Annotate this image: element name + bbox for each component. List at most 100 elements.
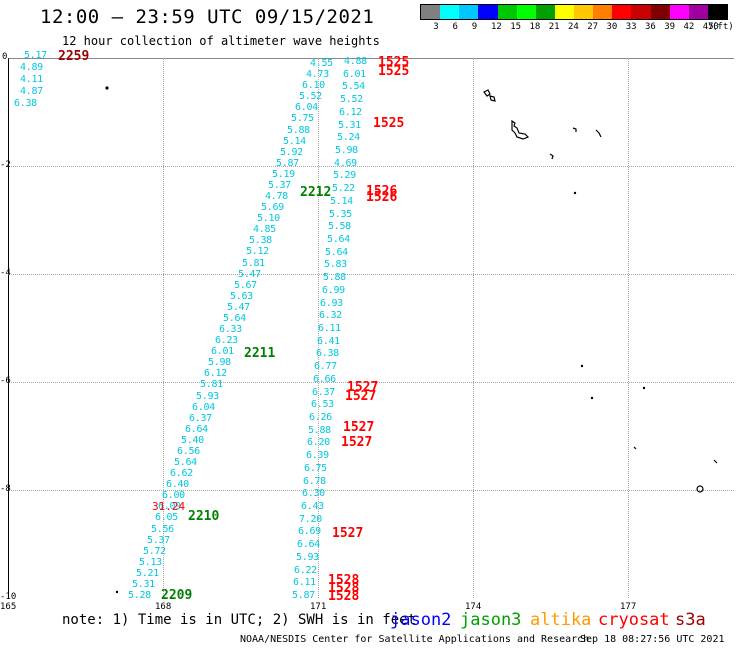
time-label-1527-a: 1527 — [347, 380, 379, 395]
wave-height-label: 6.33 — [219, 324, 242, 335]
wave-height-label: 6.00 — [162, 490, 185, 501]
colorbar-label: 21 — [548, 22, 560, 32]
time-label-2211: 2211 — [244, 346, 276, 361]
colorbar-label: 12 — [491, 22, 502, 32]
wave-height-label: 5.83 — [324, 259, 347, 270]
wave-height-label: 5.38 — [249, 235, 272, 246]
wave-height-label: 6.64 — [185, 424, 208, 435]
colorbar-swatch — [650, 5, 670, 19]
legend-cryosat: cryosat — [598, 610, 670, 630]
wave-height-label: 6.30 — [302, 488, 325, 499]
time-label-1527-d: 1527 — [341, 435, 373, 450]
wave-height-label: 4.89 — [20, 62, 43, 73]
colorbar-swatch — [421, 5, 441, 19]
y-tick-0: 0 — [2, 52, 8, 62]
wave-height-label: 5.47 — [227, 302, 250, 313]
wave-height-label: 4.88 — [344, 56, 367, 67]
wave-height-label: 5.37 — [147, 535, 170, 546]
wave-height-label: 6.69 — [298, 526, 321, 537]
wave-height-label: 5.63 — [230, 291, 253, 302]
time-label-2259: 2259 — [58, 49, 90, 64]
wave-height-label: 5.40 — [181, 435, 204, 446]
gridline-lon-177 — [628, 58, 629, 598]
wave-height-label: 6.75 — [304, 463, 327, 474]
wave-height-label: 4.55 — [310, 58, 333, 69]
gridline-lat-6 — [8, 382, 734, 383]
wave-height-label: 6.22 — [294, 565, 317, 576]
time-label-1525-a: 1525 — [378, 55, 410, 70]
wave-height-label: 7.20 — [299, 514, 322, 525]
wave-height-label: 6.01 — [343, 69, 366, 80]
colorbar-swatch — [593, 5, 613, 19]
colorbar-label: 24 — [568, 22, 579, 32]
wave-height-label: 6.10 — [302, 80, 325, 91]
wave-height-label: 6.78 — [303, 476, 326, 487]
wave-height-label: 5.81 — [242, 258, 265, 269]
wave-height-label: 5.64 — [223, 313, 246, 324]
colorbar-swatch — [535, 5, 555, 19]
wave-height-label: 6.99 — [322, 285, 345, 296]
wave-height-label: 5.67 — [234, 280, 257, 291]
wave-height-label: 6.66 — [313, 374, 336, 385]
wave-height-label: 6.37 — [312, 387, 335, 398]
wave-height-label: 5.72 — [143, 546, 166, 557]
colorbar-label: 30 — [606, 22, 618, 32]
wave-height-label: 5.24 — [337, 132, 360, 143]
time-label-1525-c: 1525 — [373, 116, 405, 131]
gridline-lon-171 — [318, 58, 319, 598]
footnote: note: 1) Time is in UTC; 2) SWH is in fe… — [62, 612, 417, 628]
wave-height-label: 5.98 — [208, 357, 231, 368]
colorbar-swatch — [554, 5, 574, 19]
gridline-lat-4 — [8, 274, 734, 275]
colorbar-label: 9 — [471, 22, 478, 32]
colorbar-label: 45 — [702, 22, 714, 32]
y-tick-10: -10 — [0, 592, 17, 602]
wave-height-label: 5.64 — [327, 234, 350, 245]
colorbar-label: 70 — [708, 22, 719, 32]
wave-height-label: 6.01 — [211, 346, 234, 357]
colorbar-swatch — [440, 5, 460, 19]
colorbar-swatch — [459, 5, 479, 19]
colorbar-swatch — [574, 5, 594, 19]
wave-height-label: 6.38 — [316, 348, 339, 359]
gridline-lon-168 — [163, 58, 164, 598]
wave-height-label: 5.17 — [24, 50, 47, 61]
generation-timestamp: Sep 18 08:27:56 UTC 2021 — [580, 634, 725, 645]
time-label-2209: 2209 — [161, 588, 193, 603]
chart-title: 12:00 – 23:59 UTC 09/15/2021 — [40, 6, 375, 28]
wave-height-label: 6.56 — [177, 446, 200, 457]
y-tick-8: -8 — [0, 484, 11, 494]
wave-height-label: 5.88 — [323, 272, 346, 283]
colorbar-swatch — [497, 5, 517, 19]
y-tick-2: -2 — [0, 160, 11, 170]
time-label-2212: 2212 — [300, 185, 332, 200]
wave-height-label: 6.43 — [301, 501, 324, 512]
time-label-1528-c: 1528 — [328, 589, 360, 604]
wave-height-label: 6.32 — [319, 310, 342, 321]
colorbar — [420, 4, 728, 20]
wave-height-label: 5.21 — [136, 568, 159, 579]
wave-height-label: 6.05 — [155, 512, 178, 523]
colorbar-label: (ft) — [712, 22, 734, 32]
island-marshall-b — [511, 119, 530, 140]
wave-height-label: 6.62 — [170, 468, 193, 479]
wave-height-label: 5.29 — [333, 170, 356, 181]
colorbar-label: 15 — [510, 22, 522, 32]
x-tick-171: 171 — [310, 602, 327, 612]
colorbar-label: 36 — [645, 22, 656, 32]
wave-height-label: 4.85 — [253, 224, 276, 235]
wave-height-label: 6.12 — [204, 368, 227, 379]
x-tick-177: 177 — [620, 602, 637, 612]
wave-height-label: 5.87 — [276, 158, 299, 169]
wave-height-label: 6.53 — [311, 399, 334, 410]
wave-height-label: 5.75 — [291, 113, 314, 124]
wave-height-label: 5.93 — [196, 391, 219, 402]
island-marshall-d — [595, 129, 602, 138]
x-tick-168: 168 — [155, 602, 172, 612]
colorbar-swatch — [612, 5, 632, 19]
wave-height-label: 6.26 — [309, 412, 332, 423]
time-label-1526-b: 1526 — [366, 190, 398, 205]
wave-height-label: 6.64 — [297, 539, 320, 550]
wave-height-label: 6.12 — [339, 107, 362, 118]
